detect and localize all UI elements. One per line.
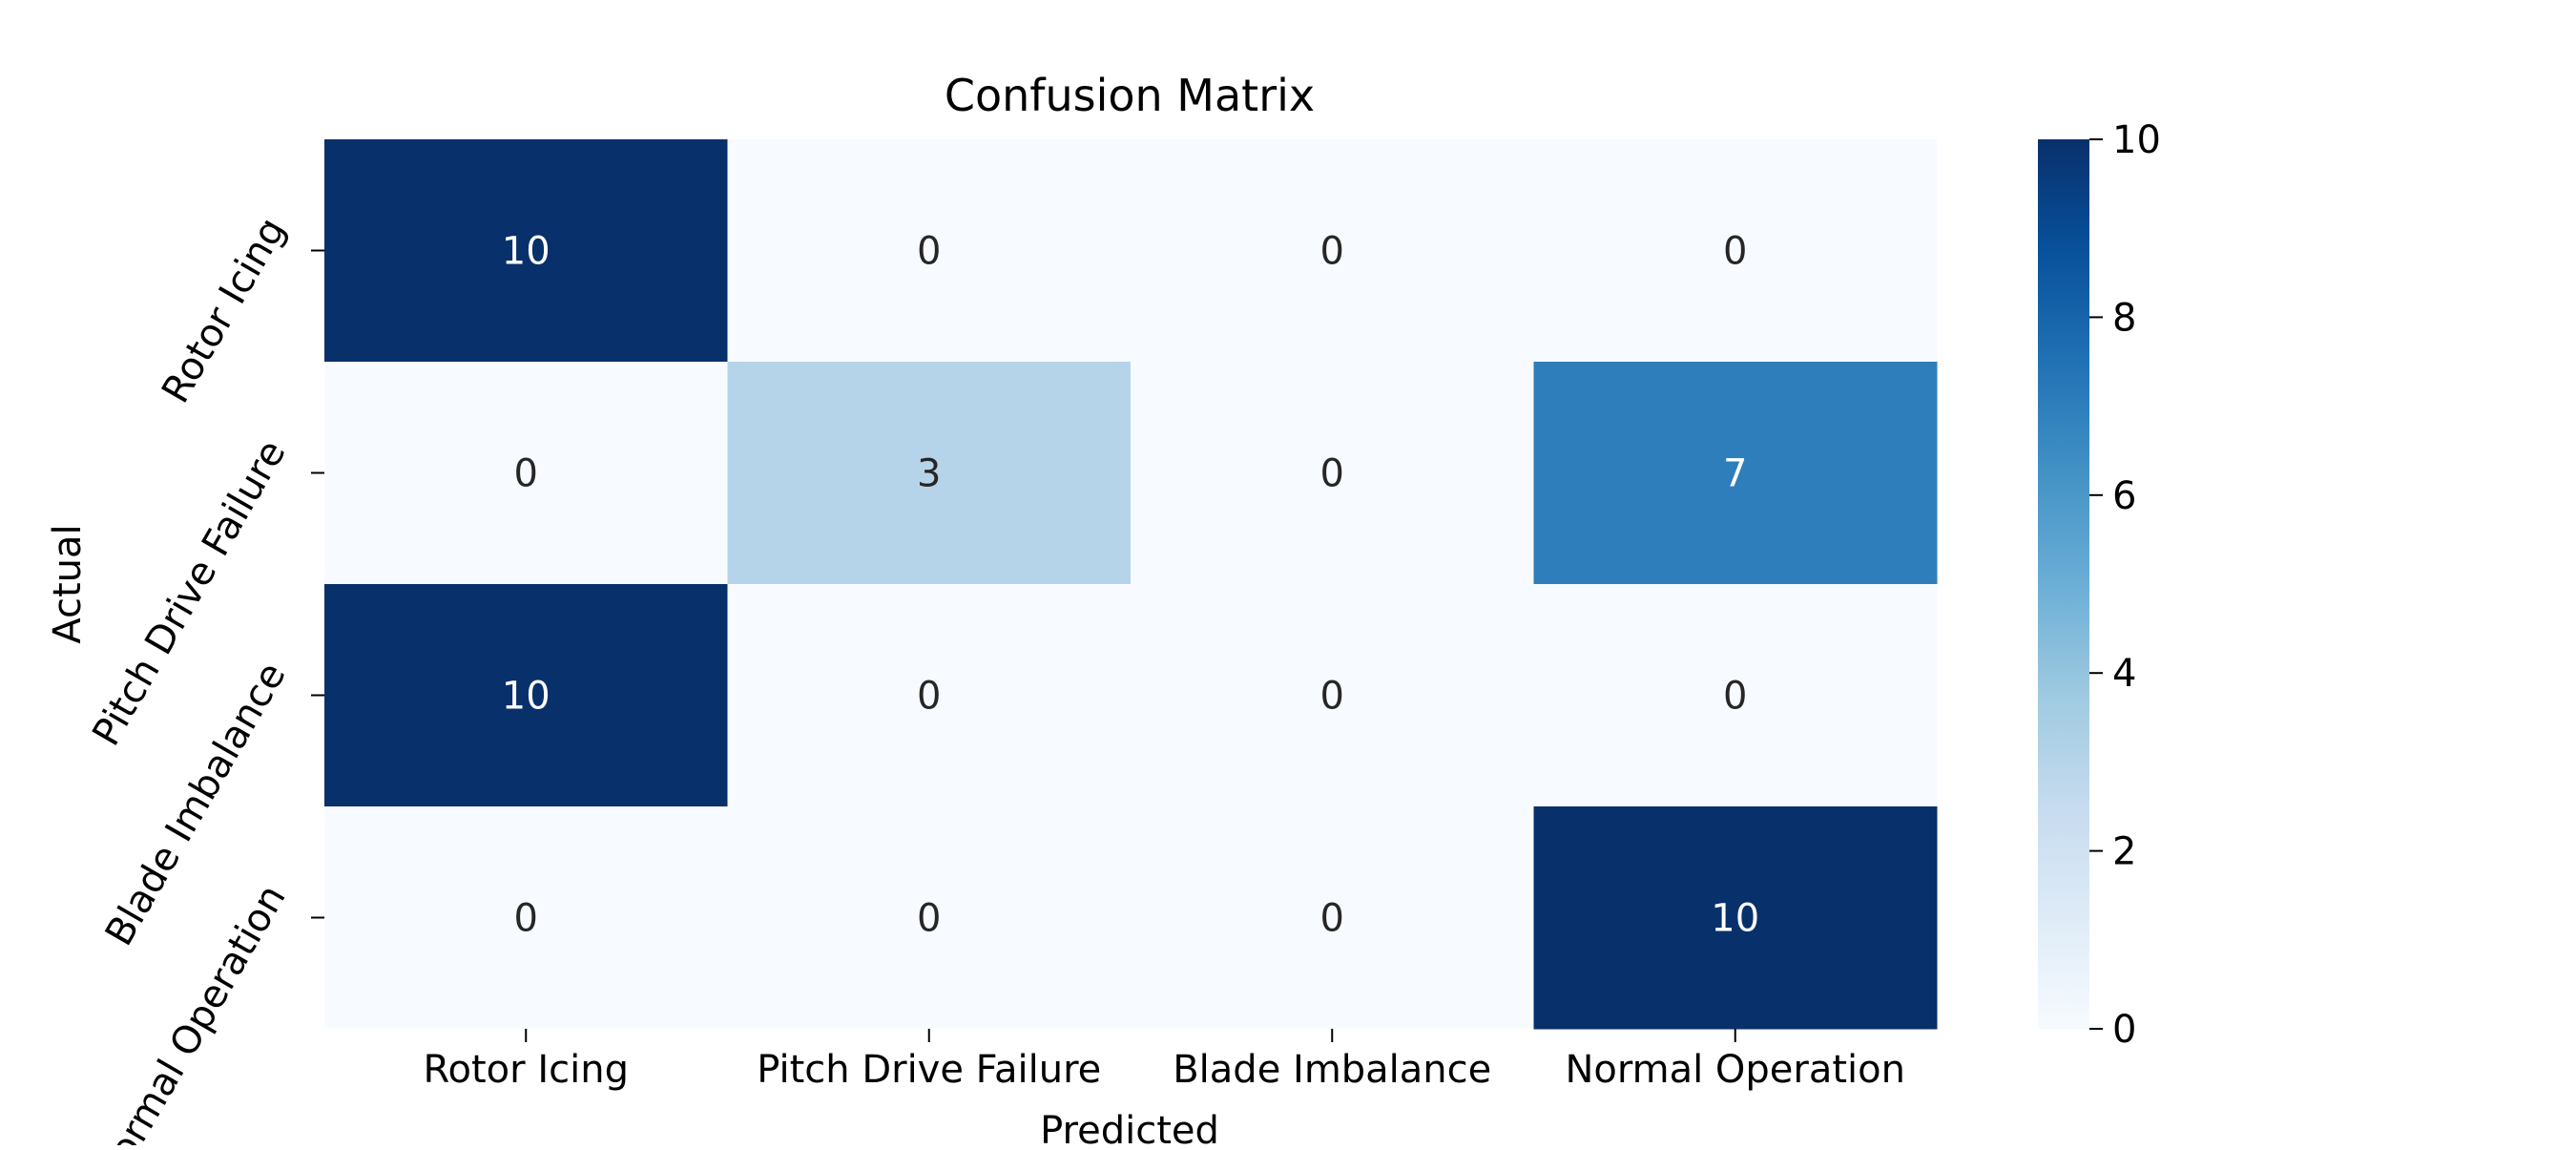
cell-value-label: 10 xyxy=(502,675,551,719)
colorbar xyxy=(2038,139,2089,1029)
x-axis-label: Predicted xyxy=(1040,1109,1219,1145)
heatmap-cell xyxy=(324,139,728,363)
cell-value-label: 0 xyxy=(917,230,941,274)
heatmap-cell xyxy=(1533,139,1938,363)
cell-value-label: 0 xyxy=(514,452,538,496)
heatmap-cell xyxy=(1131,139,1534,363)
cell-value-label: 0 xyxy=(1723,230,1747,274)
colorbar-tick-label: 2 xyxy=(2112,830,2136,874)
colorbar-tick-label: 0 xyxy=(2112,1008,2136,1052)
heatmap-cell xyxy=(1533,584,1938,807)
cell-value-label: 0 xyxy=(514,897,538,941)
heatmap-cell xyxy=(727,139,1132,363)
heatmap-cell xyxy=(324,806,728,1030)
cell-value-label: 0 xyxy=(1320,452,1344,496)
x-tick-label: Blade Imbalance xyxy=(1173,1048,1491,1092)
cell-value-label: 3 xyxy=(917,452,941,496)
colorbar-tick-label: 10 xyxy=(2112,118,2161,162)
cell-value-label: 10 xyxy=(1711,897,1759,941)
heatmap-cell xyxy=(1533,362,1938,585)
heatmap-cell xyxy=(727,806,1132,1030)
cell-value-label: 7 xyxy=(1723,452,1747,496)
colorbar-tick-label: 4 xyxy=(2112,652,2136,696)
heatmap-cell xyxy=(727,362,1132,585)
colorbar-ticks: 0 2 4 6 8 10 xyxy=(2089,118,2161,1052)
cell-value-label: 0 xyxy=(1320,897,1344,941)
heatmap-cell xyxy=(1533,806,1938,1030)
y-tick-label: Rotor Icing xyxy=(154,211,295,411)
cell-value-label: 0 xyxy=(1320,675,1344,719)
chart-title: Confusion Matrix xyxy=(945,70,1315,121)
x-tick-label: Pitch Drive Failure xyxy=(757,1048,1101,1092)
heatmap-cell xyxy=(1131,806,1534,1030)
heatmap-cell xyxy=(727,584,1132,807)
heatmap-cell xyxy=(324,362,728,585)
heatmap-cells xyxy=(324,139,1938,1030)
heatmap-cell xyxy=(1131,362,1534,585)
heatmap-cell xyxy=(324,584,728,807)
cell-value-label: 0 xyxy=(917,897,941,941)
x-tick-label: Rotor Icing xyxy=(424,1048,629,1092)
cell-value-label: 0 xyxy=(917,675,941,719)
cell-value-label: 0 xyxy=(1723,675,1747,719)
heatmap-cell-labels: 10 0 0 0 0 3 0 7 10 0 0 0 0 0 0 10 xyxy=(502,230,1759,941)
heatmap-cell xyxy=(1131,584,1534,807)
x-tick-label: Normal Operation xyxy=(1565,1048,1905,1092)
colorbar-tick-label: 8 xyxy=(2112,296,2136,340)
cell-value-label: 10 xyxy=(502,230,551,274)
colorbar-tick-label: 6 xyxy=(2112,474,2136,518)
y-axis-label: Actual xyxy=(46,524,90,643)
cell-value-label: 0 xyxy=(1320,230,1344,274)
x-axis: Rotor Icing Pitch Drive Failure Blade Imba… xyxy=(424,1029,1905,1092)
